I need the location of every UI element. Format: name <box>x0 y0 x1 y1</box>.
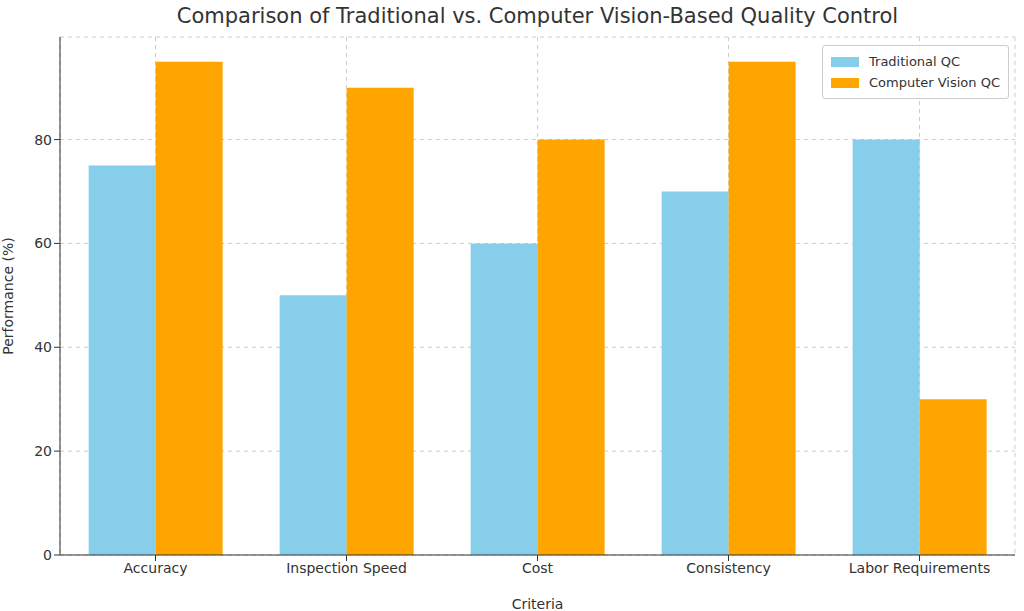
svg-text:Criteria: Criteria <box>512 596 564 611</box>
svg-text:80: 80 <box>34 132 52 148</box>
svg-text:0: 0 <box>43 547 52 563</box>
svg-text:60: 60 <box>34 235 52 251</box>
html-text:Computer Vision QC: Computer Vision QC <box>869 75 1000 90</box>
svg-text:Accuracy: Accuracy <box>124 560 188 576</box>
svg-text:Inspection Speed: Inspection Speed <box>286 560 407 576</box>
svg-text:Performance (%): Performance (%) <box>8 237 16 354</box>
svg-text:20: 20 <box>34 443 52 459</box>
html-text:Comparison of Traditional vs.: Comparison of Traditional vs. Computer V… <box>176 4 899 28</box>
svg-text:40: 40 <box>34 339 52 355</box>
svg-text:Labor Requirements: Labor Requirements <box>849 560 990 576</box>
svg-text:Cost: Cost <box>522 560 554 576</box>
html-text:Traditional QC: Traditional QC <box>869 54 961 69</box>
svg-text:Consistency: Consistency <box>686 560 771 576</box>
